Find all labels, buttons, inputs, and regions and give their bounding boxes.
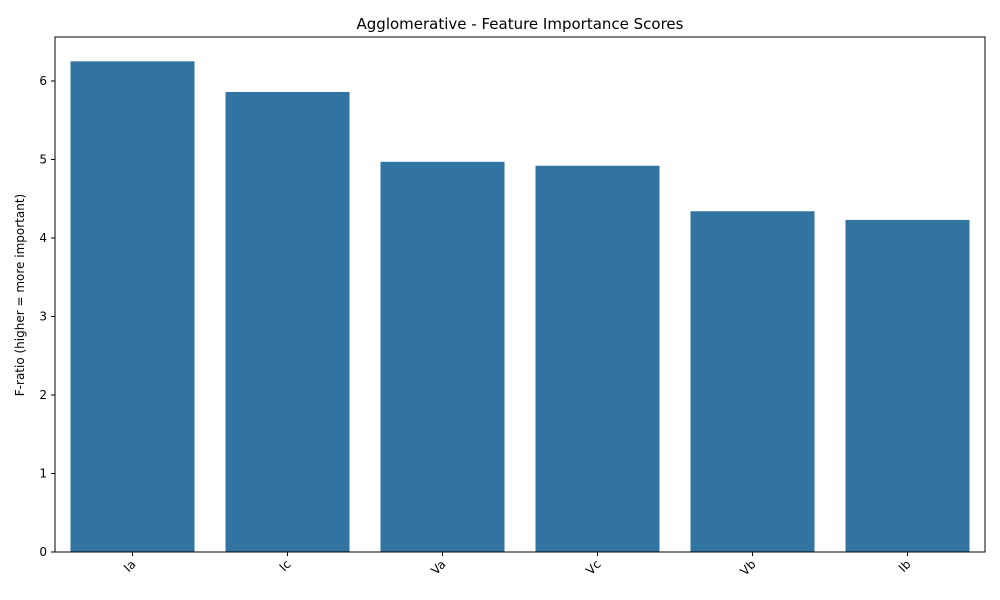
y-tick-label: 3 xyxy=(39,309,47,323)
x-tick-label: Vb xyxy=(738,557,759,578)
x-tick-label: Vc xyxy=(583,557,603,577)
x-axis-ticks: Ia Ic Va Vc Vb Ib xyxy=(121,552,914,578)
bar-Vc xyxy=(535,165,660,552)
bar-Ic xyxy=(225,91,350,552)
plot-frame xyxy=(54,36,986,553)
chart-title: Agglomerative - Feature Importance Score… xyxy=(357,15,684,33)
y-tick-label: 5 xyxy=(39,152,47,166)
x-tick-label: Ib xyxy=(896,557,914,575)
y-tick-label: 1 xyxy=(39,466,47,480)
y-tick-label: 4 xyxy=(39,231,47,245)
x-tick-label: Va xyxy=(428,557,448,577)
bar-Va xyxy=(380,161,505,552)
bar-Ia xyxy=(70,61,195,553)
x-tick-label: Ic xyxy=(277,557,294,574)
y-tick-label: 6 xyxy=(39,74,47,88)
y-axis-ticks: 0 1 2 3 4 5 6 xyxy=(39,74,55,559)
y-tick-label: 0 xyxy=(39,545,47,559)
x-tick-label: Ia xyxy=(121,557,139,575)
y-tick-label: 2 xyxy=(39,388,47,402)
bars-group xyxy=(70,61,970,553)
y-axis-label: F-ratio (higher = more important) xyxy=(13,194,27,396)
bar-Vb xyxy=(690,211,815,552)
bar-Ib xyxy=(845,219,970,553)
